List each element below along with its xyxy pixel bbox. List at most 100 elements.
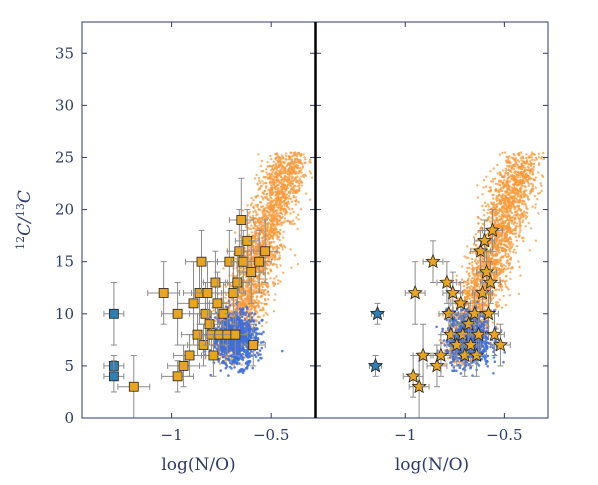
orange-cloud-point [276, 236, 280, 239]
orange-cloud-point [281, 156, 284, 160]
orange-cloud-point [292, 166, 295, 170]
orange-cloud-point [300, 180, 303, 183]
orange-cloud-point [272, 168, 275, 171]
orange-cloud-point [246, 278, 249, 281]
orange-cloud-point [484, 204, 487, 208]
orange-cloud-point [268, 243, 271, 246]
y-tick-label: 35 [55, 44, 74, 62]
blue-cloud-point [254, 334, 258, 337]
blue-cloud-point [248, 355, 251, 358]
orange-cloud-point [258, 208, 262, 212]
orange-cloud-point [212, 309, 215, 312]
blue-cloud-point [233, 359, 237, 362]
orange-cloud-point [286, 187, 289, 190]
orange-cloud-point [277, 246, 281, 250]
orange-cloud-point [261, 212, 264, 215]
orange-cloud-point [261, 308, 264, 311]
orange-cloud-point [268, 164, 271, 168]
orange-cloud-point [264, 212, 267, 215]
orange-cloud-point [287, 183, 290, 186]
orange-cloud-point [280, 187, 283, 190]
orange-cloud-point [298, 189, 301, 192]
orange-cloud-point [283, 166, 286, 169]
orange-cloud-point [300, 175, 303, 178]
orange-cloud-point [258, 226, 261, 229]
orange-cloud-point [230, 302, 234, 306]
orange-cloud-point [259, 220, 263, 224]
blue-cloud-point [241, 346, 244, 350]
orange-cloud-point [282, 186, 286, 189]
orange-cloud-point [275, 211, 278, 215]
orange-cloud-point [296, 175, 299, 178]
orange-cloud-point [270, 245, 273, 248]
orange-cloud-point [300, 161, 303, 164]
orange-cloud-point [255, 284, 258, 288]
blue-cloud-point [262, 330, 265, 334]
orange-cloud-point [265, 192, 268, 196]
blue-cloud-point [244, 313, 247, 317]
orange-cloud-point [262, 234, 265, 237]
orange-cloud-point [282, 210, 285, 213]
orange-cloud-point [218, 362, 221, 366]
orange-cloud-point [265, 168, 268, 171]
orange-cloud-point [288, 163, 291, 166]
orange-cloud-point [252, 284, 255, 288]
orange-cloud-point [290, 266, 293, 269]
orange-cloud-point [263, 208, 266, 211]
orange-cloud-point [487, 287, 491, 291]
orange-cloud-point [275, 181, 278, 184]
blue-cloud-point [243, 327, 246, 330]
blue-cloud-point [228, 325, 231, 328]
orange-cloud-point [267, 207, 270, 210]
orange-cloud-point [300, 184, 304, 187]
orange-cloud-point [476, 196, 480, 199]
orange-cloud-point [244, 298, 247, 301]
orange-cloud-point [264, 293, 267, 296]
orange-cloud-point [252, 237, 255, 240]
orange-cloud-point [272, 164, 275, 167]
orange-cloud-point [230, 357, 233, 361]
orange-cloud-point [294, 177, 297, 180]
orange-cloud-point [522, 240, 525, 243]
orange-cloud-point [256, 253, 259, 256]
orange-cloud-point [303, 156, 306, 159]
orange-cloud-point [277, 156, 280, 160]
blue-cloud-point [257, 359, 260, 362]
orange-cloud-point [483, 201, 487, 204]
orange-cloud-point [256, 194, 260, 197]
data-marker-square [128, 381, 139, 392]
orange-cloud-point [268, 192, 272, 195]
orange-cloud-point [265, 302, 268, 306]
blue-cloud-point [250, 311, 254, 315]
orange-cloud-point [250, 202, 254, 205]
orange-cloud-point [267, 272, 270, 275]
orange-cloud-point [252, 246, 255, 249]
orange-cloud-point [272, 310, 276, 313]
orange-cloud-point [534, 203, 537, 206]
orange-cloud-point [533, 153, 536, 156]
orange-cloud-point [509, 271, 512, 274]
orange-cloud-point [239, 295, 243, 298]
orange-cloud-point [509, 229, 512, 232]
orange-cloud-point [269, 203, 272, 206]
blue-cloud-point [241, 352, 245, 356]
orange-cloud-point [251, 279, 255, 283]
blue-cloud-point [249, 330, 252, 334]
orange-cloud-point [219, 318, 223, 321]
orange-cloud-point [272, 183, 275, 187]
blue-cloud-point [246, 349, 249, 353]
orange-cloud-point [269, 268, 272, 271]
orange-cloud-point [490, 180, 493, 183]
orange-cloud-point [260, 302, 263, 305]
orange-cloud-point [295, 191, 298, 194]
blue-cloud-point [244, 329, 247, 333]
orange-cloud-point [498, 215, 501, 218]
orange-cloud-point [269, 233, 272, 236]
orange-cloud-point [438, 339, 441, 342]
orange-cloud-point [269, 196, 272, 199]
orange-cloud-point [271, 248, 274, 251]
orange-cloud-point [270, 208, 273, 211]
orange-cloud-point [256, 203, 260, 207]
blue-cloud-point [242, 311, 246, 314]
